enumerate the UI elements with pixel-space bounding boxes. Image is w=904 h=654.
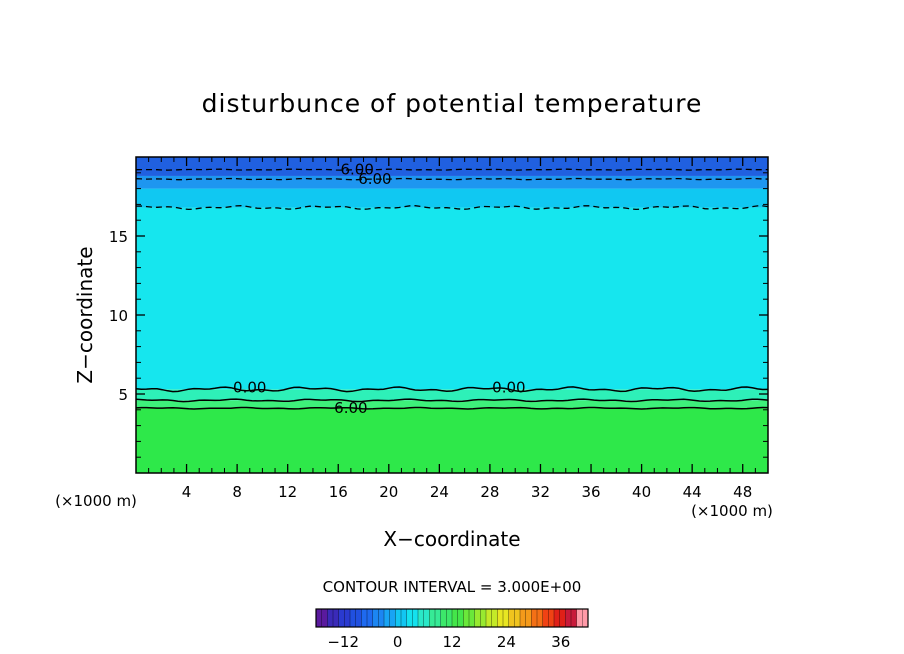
y-tick-label-0: 5 <box>118 386 128 404</box>
colorbar-frame <box>315 608 589 628</box>
y-axis-label: Z−coordinate <box>73 246 97 383</box>
x-axis-label: X−coordinate <box>383 527 520 551</box>
x-tick-label-6: 28 <box>480 483 499 501</box>
contour-lines <box>135 168 769 410</box>
colorbar-tick-label-4: 36 <box>551 633 570 651</box>
contour-line <box>135 205 769 211</box>
colorbar-tick-label-0: −12 <box>327 633 359 651</box>
x-tick-label-3: 16 <box>329 483 348 501</box>
contour-labels: 6.006.000.00 0.006.00 <box>233 161 526 418</box>
colorbar-ticks: −12 0 12 24 36 <box>327 633 570 651</box>
contour-line <box>135 406 769 410</box>
contour-line <box>135 168 769 171</box>
field-layer-6 <box>136 157 768 176</box>
contour-line <box>135 177 769 181</box>
field-layer-1 <box>136 400 768 409</box>
contour-label-1: 6.00 <box>358 170 391 188</box>
contour-line <box>135 398 769 403</box>
colorbar-tick-label-2: 12 <box>442 633 461 651</box>
x-tick-label-8: 36 <box>581 483 600 501</box>
plot-area <box>136 157 768 473</box>
colorbar <box>315 608 589 628</box>
x-tick-label-10: 44 <box>683 483 702 501</box>
x-tick-label-7: 32 <box>531 483 550 501</box>
x-tick-label-1: 8 <box>232 483 242 501</box>
contour-label-2: 0.00 <box>233 379 266 397</box>
x-tick-label-11: 48 <box>733 483 752 501</box>
colorbar-tick-label-3: 24 <box>497 633 516 651</box>
chart-title: disturbunce of potential temperature <box>202 89 703 118</box>
contour-label-3: 0.00 <box>492 379 525 397</box>
y-tick-label-1: 10 <box>109 307 128 325</box>
y-unit-label: (×1000 m) <box>55 492 137 510</box>
field-layer-2 <box>136 389 768 401</box>
contour-interval-text: CONTOUR INTERVAL = 3.000E+00 <box>323 578 582 596</box>
colorbar-tick-label-1: 0 <box>393 633 403 651</box>
field-layer-3 <box>136 207 768 390</box>
contour-line <box>135 386 769 393</box>
x-tick-label-5: 24 <box>430 483 449 501</box>
contour-label-0: 6.00 <box>340 161 373 179</box>
y-tick-label-2: 15 <box>109 228 128 246</box>
x-unit-label: (×1000 m) <box>691 502 773 520</box>
contour-label-4: 6.00 <box>334 399 367 417</box>
x-tick-label-9: 40 <box>632 483 651 501</box>
x-tick-label-4: 20 <box>379 483 398 501</box>
field-layer-0 <box>136 408 768 473</box>
field-layer-4 <box>136 188 768 208</box>
x-tick-label-0: 4 <box>182 483 192 501</box>
x-tick-label-2: 12 <box>278 483 297 501</box>
